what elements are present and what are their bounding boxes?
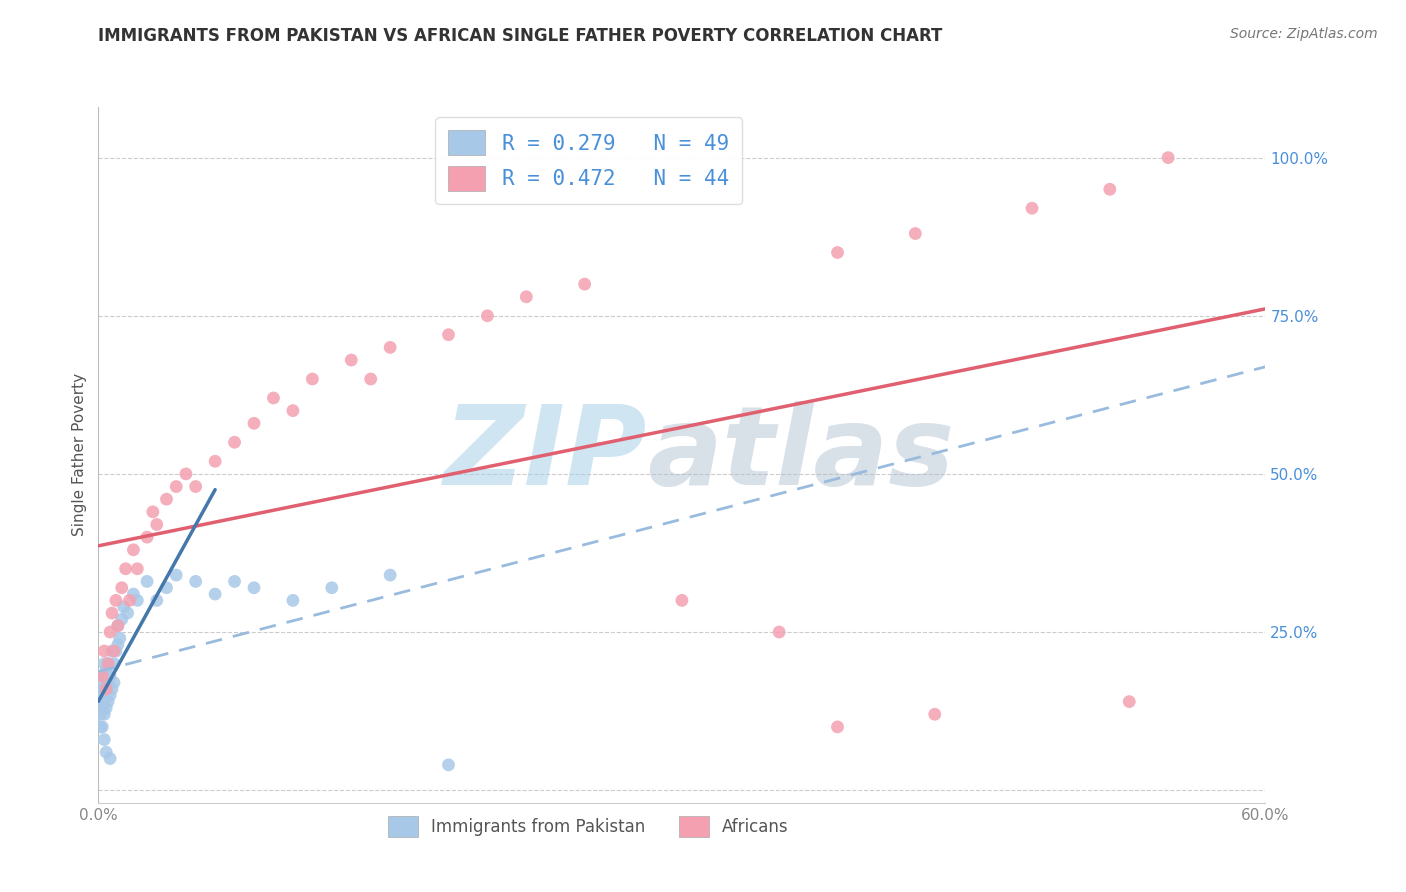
Point	[103, 675, 125, 690]
Point	[281, 593, 304, 607]
Point	[93, 695, 115, 709]
Point	[768, 625, 790, 640]
Point	[827, 720, 849, 734]
Point	[98, 669, 121, 683]
Point	[224, 574, 246, 589]
Point	[136, 574, 159, 589]
Point	[104, 593, 127, 607]
Point	[91, 669, 114, 683]
Text: IMMIGRANTS FROM PAKISTAN VS AFRICAN SINGLE FATHER POVERTY CORRELATION CHART: IMMIGRANTS FROM PAKISTAN VS AFRICAN SING…	[98, 27, 943, 45]
Point	[1157, 151, 1180, 165]
Point	[101, 681, 124, 696]
Point	[127, 593, 149, 607]
Point	[321, 581, 343, 595]
Point	[174, 467, 197, 481]
Point	[146, 517, 169, 532]
Point	[117, 606, 139, 620]
Point	[574, 277, 596, 292]
Point	[96, 681, 118, 696]
Point	[243, 417, 266, 431]
Point	[165, 568, 187, 582]
Point	[91, 701, 114, 715]
Text: atlas: atlas	[647, 401, 955, 508]
Point	[262, 391, 284, 405]
Point	[224, 435, 246, 450]
Point	[97, 675, 120, 690]
Point	[91, 688, 114, 702]
Legend: Immigrants from Pakistan, Africans: Immigrants from Pakistan, Africans	[381, 810, 796, 843]
Point	[340, 353, 363, 368]
Point	[89, 681, 111, 696]
Point	[112, 599, 135, 614]
Point	[904, 227, 927, 241]
Point	[671, 593, 693, 607]
Point	[101, 644, 124, 658]
Point	[98, 688, 121, 702]
Point	[301, 372, 323, 386]
Point	[477, 309, 499, 323]
Point	[93, 707, 115, 722]
Point	[146, 593, 169, 607]
Point	[122, 542, 145, 557]
Point	[89, 695, 111, 709]
Point	[93, 644, 115, 658]
Point	[91, 720, 114, 734]
Point	[111, 581, 134, 595]
Point	[96, 745, 118, 759]
Point	[101, 606, 124, 620]
Point	[155, 581, 177, 595]
Text: ZIP: ZIP	[443, 401, 647, 508]
Point	[107, 618, 129, 632]
Point	[89, 707, 111, 722]
Point	[281, 403, 304, 417]
Point	[437, 757, 460, 772]
Point	[96, 663, 118, 677]
Point	[93, 657, 115, 671]
Point	[360, 372, 382, 386]
Point	[165, 479, 187, 493]
Point	[184, 479, 207, 493]
Point	[111, 612, 134, 626]
Point	[96, 701, 118, 715]
Point	[122, 587, 145, 601]
Point	[204, 454, 226, 468]
Point	[104, 644, 127, 658]
Text: Source: ZipAtlas.com: Source: ZipAtlas.com	[1230, 27, 1378, 41]
Point	[103, 657, 125, 671]
Point	[136, 530, 159, 544]
Point	[97, 695, 120, 709]
Point	[184, 574, 207, 589]
Point	[924, 707, 946, 722]
Point	[380, 340, 402, 354]
Point	[91, 669, 114, 683]
Point	[243, 581, 266, 595]
Point	[114, 562, 136, 576]
Point	[89, 720, 111, 734]
Point	[108, 632, 131, 646]
Point	[204, 587, 226, 601]
Point	[380, 568, 402, 582]
Point	[97, 657, 120, 671]
Point	[142, 505, 165, 519]
Point	[1118, 695, 1140, 709]
Point	[107, 638, 129, 652]
Point	[1021, 201, 1043, 215]
Point	[89, 669, 111, 683]
Point	[437, 327, 460, 342]
Point	[103, 644, 125, 658]
Point	[98, 625, 121, 640]
Point	[515, 290, 537, 304]
Point	[127, 562, 149, 576]
Point	[155, 492, 177, 507]
Point	[827, 245, 849, 260]
Point	[96, 681, 118, 696]
Point	[93, 732, 115, 747]
Point	[1098, 182, 1121, 196]
Point	[97, 657, 120, 671]
Y-axis label: Single Father Poverty: Single Father Poverty	[72, 374, 87, 536]
Point	[107, 618, 129, 632]
Point	[118, 593, 141, 607]
Point	[98, 751, 121, 765]
Point	[93, 681, 115, 696]
